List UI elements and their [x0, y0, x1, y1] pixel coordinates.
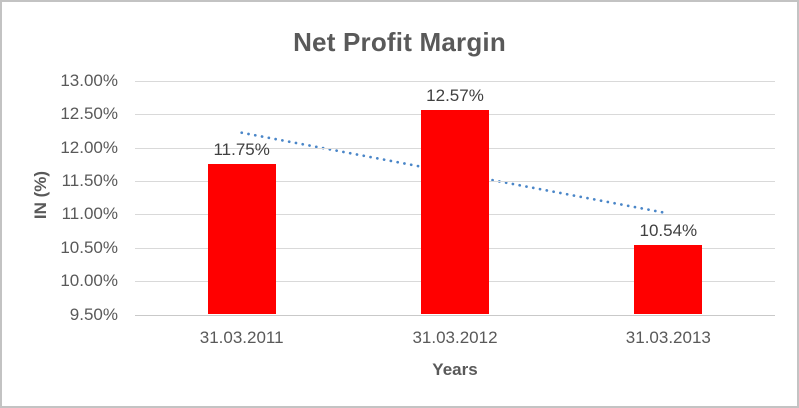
x-axis-title: Years: [432, 360, 478, 379]
y-axis-tick-label: 10.50%: [60, 237, 118, 257]
bar-data-label: 10.54%: [639, 221, 698, 241]
x-axis-tick-label: 31.03.2011: [199, 328, 284, 347]
bar: [634, 245, 703, 315]
y-axis-tick-label: 11.00%: [61, 204, 118, 224]
y-axis-tick-label: 12.00%: [60, 137, 118, 157]
x-axis-line: [135, 314, 775, 316]
bar: [421, 109, 489, 315]
bar: [207, 164, 276, 315]
x-axis-tick-label: 31.03.2013: [625, 328, 711, 347]
y-axis-tick-label: 12.50%: [60, 104, 118, 124]
y-axis-tick-label: 10.00%: [60, 271, 118, 291]
bar-data-label: 11.75%: [213, 140, 270, 160]
gridline: [135, 81, 775, 82]
x-axis-tick-label: 31.03.2012: [412, 328, 498, 347]
y-axis-tick-label: 13.00%: [60, 71, 118, 90]
y-axis-tick-label: 11.50%: [61, 171, 118, 191]
y-axis-tick-label: 9.50%: [69, 304, 118, 324]
chart-title: Net Profit Margin: [293, 27, 506, 57]
bar-data-label: 12.57%: [426, 85, 484, 105]
